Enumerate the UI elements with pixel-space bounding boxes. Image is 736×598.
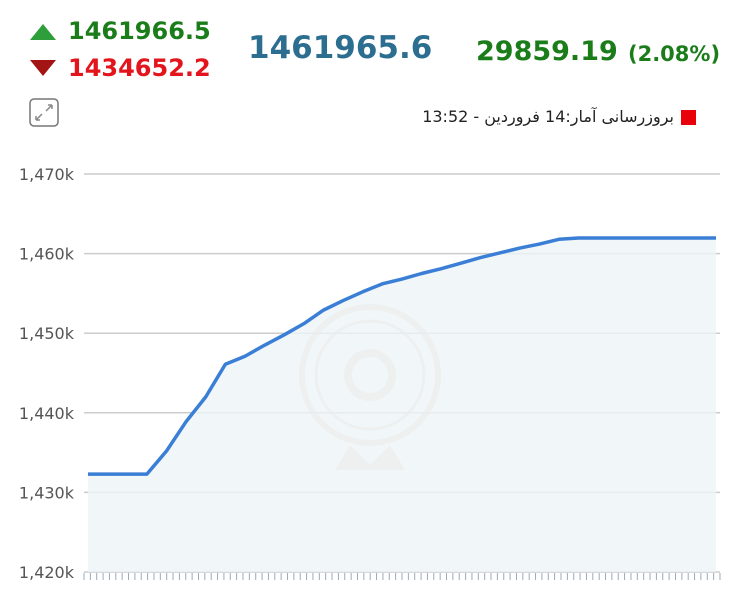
line <box>88 236 716 476</box>
y-tick-label: 1,460k <box>19 245 75 264</box>
y-tick-label: 1,470k <box>19 165 75 184</box>
down-arrow <box>30 60 56 76</box>
low-value: 1434652.2 <box>68 54 211 82</box>
high-value: 1461966.5 <box>68 17 211 45</box>
expand-button[interactable] <box>29 98 59 127</box>
up-arrow <box>30 24 56 40</box>
y-tick-label: 1,440k <box>19 404 75 423</box>
area-fill <box>88 237 716 573</box>
legend-text: بروزرسانی آمار:14 فروردین - 13:52 <box>422 107 674 126</box>
y-tick-label: 1,450k <box>19 324 75 343</box>
change-percent: (2.08%) <box>628 42 721 66</box>
y-tick-label: 1,420k <box>19 563 75 582</box>
change-value: 29859.19 <box>476 36 618 67</box>
y-tick-label: 1,430k <box>19 483 75 502</box>
current-value: 1461965.6 <box>248 30 433 66</box>
legend-marker <box>681 110 696 125</box>
